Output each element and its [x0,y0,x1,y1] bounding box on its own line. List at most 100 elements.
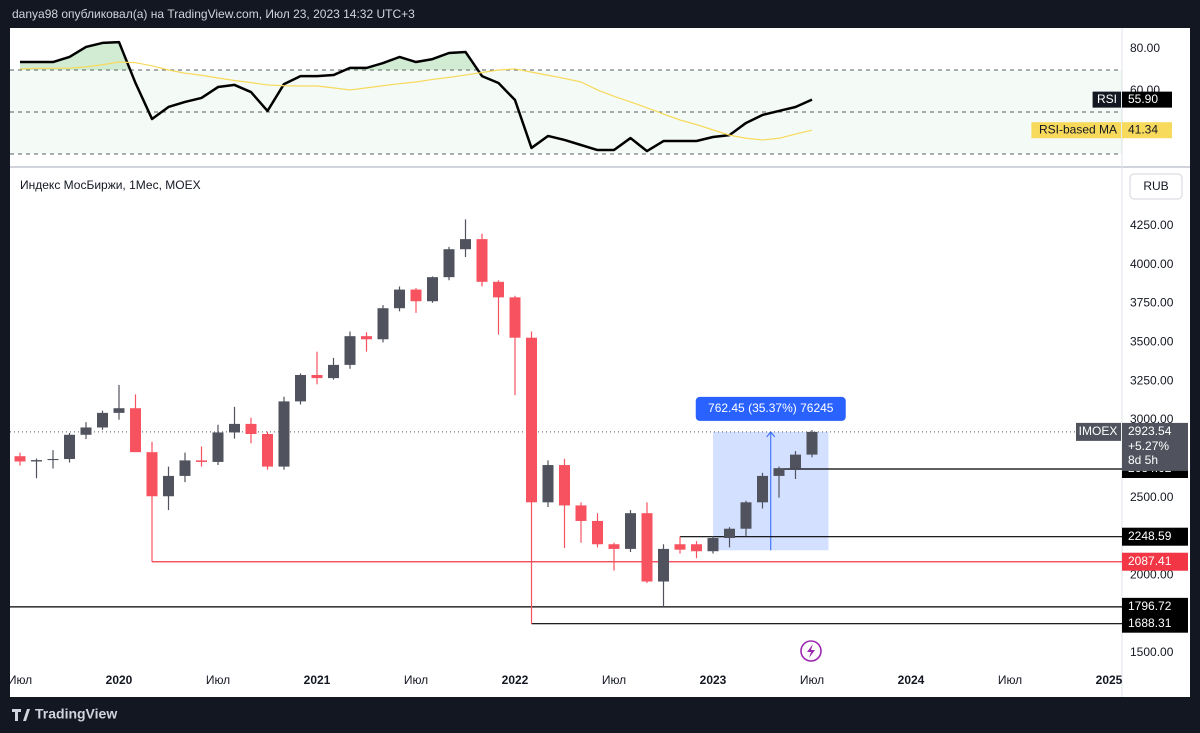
candle-body [575,505,587,521]
legend-title: Индекс МосБиржи, 1Мес, MOEX [20,178,201,192]
rsi-value: 55.90 [1128,92,1158,106]
candle-body [179,460,191,476]
level-label: 1688.31 [1128,616,1172,630]
overlay: 1500.00 2000.00 2500.00 3000.00 3250.00 3500.… [8,41,1188,687]
symbol-label-box [1076,422,1121,441]
candle-body [64,434,75,459]
candle-body [476,239,488,282]
candle-body [113,408,125,413]
candle-body [245,423,257,434]
level-label-box [1122,614,1188,633]
rsi-pane [10,40,1122,155]
candle-body [559,465,570,506]
logo-mark [12,709,30,721]
y-tick-label: 2000.00 [1130,567,1174,581]
x-tick-label: 2021 [304,673,331,687]
alert-icon[interactable] [800,640,822,662]
rsi-name: RSI-based MA [1039,122,1117,136]
level-label-box [1122,552,1188,571]
x-tick-label: 2022 [502,673,529,687]
candle-body [361,336,372,340]
rsi-name: RSI [1097,92,1117,106]
rsi-value: 41.34 [1128,122,1158,136]
symbol-label: IMOEX [1079,424,1118,438]
x-tick-label: Июл [206,673,230,687]
candle-body [773,468,785,476]
header-text: danya98 опубликовал(а) на TradingView.co… [12,7,415,21]
x-tick-label: 2023 [700,673,727,687]
price-pane [10,219,1122,625]
candle-body [691,544,702,552]
rsi-name-box [1031,122,1121,139]
candle-body [311,374,323,379]
candle-body [229,423,240,433]
candle-body [674,544,686,550]
last-price-label: 2923.54 [1128,424,1172,438]
candle-body [806,431,818,455]
candle-body [410,289,422,302]
level-label: 2087.41 [1128,554,1172,568]
countdown-label: 8d 5h [1128,453,1158,467]
rsi-value-box [1122,122,1172,139]
x-tick-label: 2024 [898,673,925,687]
candle-body [212,432,224,462]
candle-body [344,336,356,365]
candle-body [526,337,537,503]
currency-label[interactable]: RUB [1143,179,1168,193]
candle-body [146,452,158,497]
x-tick-label: 2020 [106,673,133,687]
candle-body [641,513,653,582]
x-tick-label: 2025 [1096,673,1123,687]
candle-body [427,277,438,302]
y-tick-label: 4000.00 [1130,257,1174,271]
candle-body [163,475,174,497]
candle-body [608,544,620,549]
candle-body [196,460,207,462]
candle-body [724,528,735,539]
x-tick-label: Июл [404,673,428,687]
footer-logo: TradingView [12,706,117,722]
y-tick-label: 4250.00 [1130,218,1174,232]
y-tick-label: 2500.00 [1130,490,1174,504]
x-tick-label: Июл [8,673,32,687]
y-tick-label: 3250.00 [1130,373,1174,387]
alert-bolt[interactable] [807,644,815,658]
x-tick-label: Июл [800,673,824,687]
candle-body [757,475,768,503]
candle-body [31,460,42,462]
candle-body [394,289,405,309]
candle-body [443,249,455,278]
rsi-line [20,40,813,153]
alert-circle[interactable] [800,640,822,662]
last-price-box [1122,422,1188,471]
rsi-line [19,61,813,141]
candle-body [130,408,141,453]
level-label-box [1122,597,1188,616]
y-tick-label: 3000.00 [1130,412,1174,426]
chart-background [10,28,1190,697]
candle-body [278,401,290,467]
candle-body [47,458,59,461]
candle-body [97,412,108,428]
level-label: 2248.59 [1128,529,1172,543]
candle-body [592,520,603,545]
candle-body [328,364,339,379]
candle-body [460,239,471,250]
candle-body [262,433,273,467]
candle-body [790,454,801,469]
rsi-name-box [1092,91,1121,108]
candle-body [493,281,504,298]
y-tick-label: 3750.00 [1130,296,1174,310]
measure-label-box [695,396,846,421]
candle-body [707,538,719,552]
currency-button[interactable] [1129,173,1183,200]
candle-body [509,297,521,338]
candle-body [658,548,669,582]
candle-body [80,427,92,435]
candle-body [740,502,752,529]
level-label-box [1122,527,1188,546]
y-tick-label: 1500.00 [1130,645,1174,659]
